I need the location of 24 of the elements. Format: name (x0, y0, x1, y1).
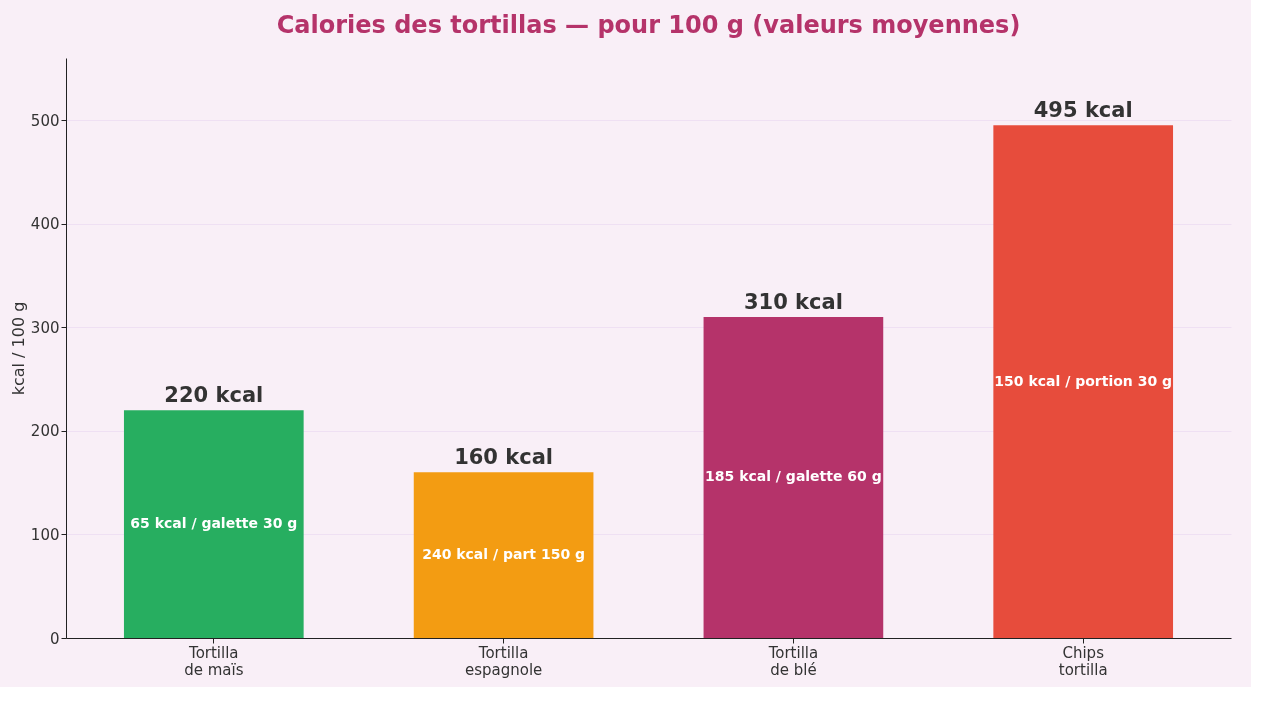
bar (993, 125, 1174, 638)
x-tick-label: Tortilla espagnole (464, 643, 543, 679)
x-tick-label: Tortilla de blé (767, 643, 819, 679)
x-tick-label: Tortilla de maïs (184, 643, 244, 679)
bar (413, 472, 594, 638)
annotation: 65 kcal / galette 30 g (130, 515, 298, 532)
annotation: 185 kcal / galette 60 g (705, 468, 882, 485)
y-tick-label: 300 (30, 318, 60, 337)
y-tick-label: 400 (30, 215, 60, 234)
y-tick-label: 0 (49, 629, 60, 648)
y-tick-label: 500 (30, 111, 60, 130)
annotation: 240 kcal / part 150 g (422, 546, 586, 563)
y-tick-label: 100 (30, 525, 60, 544)
data-label: 160 kcal (454, 445, 554, 470)
chart-title: Calories des tortillas — pour 100 g (valeurs moyennes) (276, 11, 1021, 39)
x-tick-label: Chips tortilla (1058, 643, 1108, 679)
bar (123, 410, 304, 638)
data-label: 220 kcal (164, 383, 264, 408)
annotation: 150 kcal / portion 30 g (994, 372, 1173, 389)
y-tick-label: 200 (30, 422, 60, 441)
bar (703, 316, 884, 638)
data-label: 310 kcal (743, 289, 843, 314)
data-label: 495 kcal (1033, 98, 1133, 123)
y-axis-title: kcal / 100 g (8, 301, 28, 396)
